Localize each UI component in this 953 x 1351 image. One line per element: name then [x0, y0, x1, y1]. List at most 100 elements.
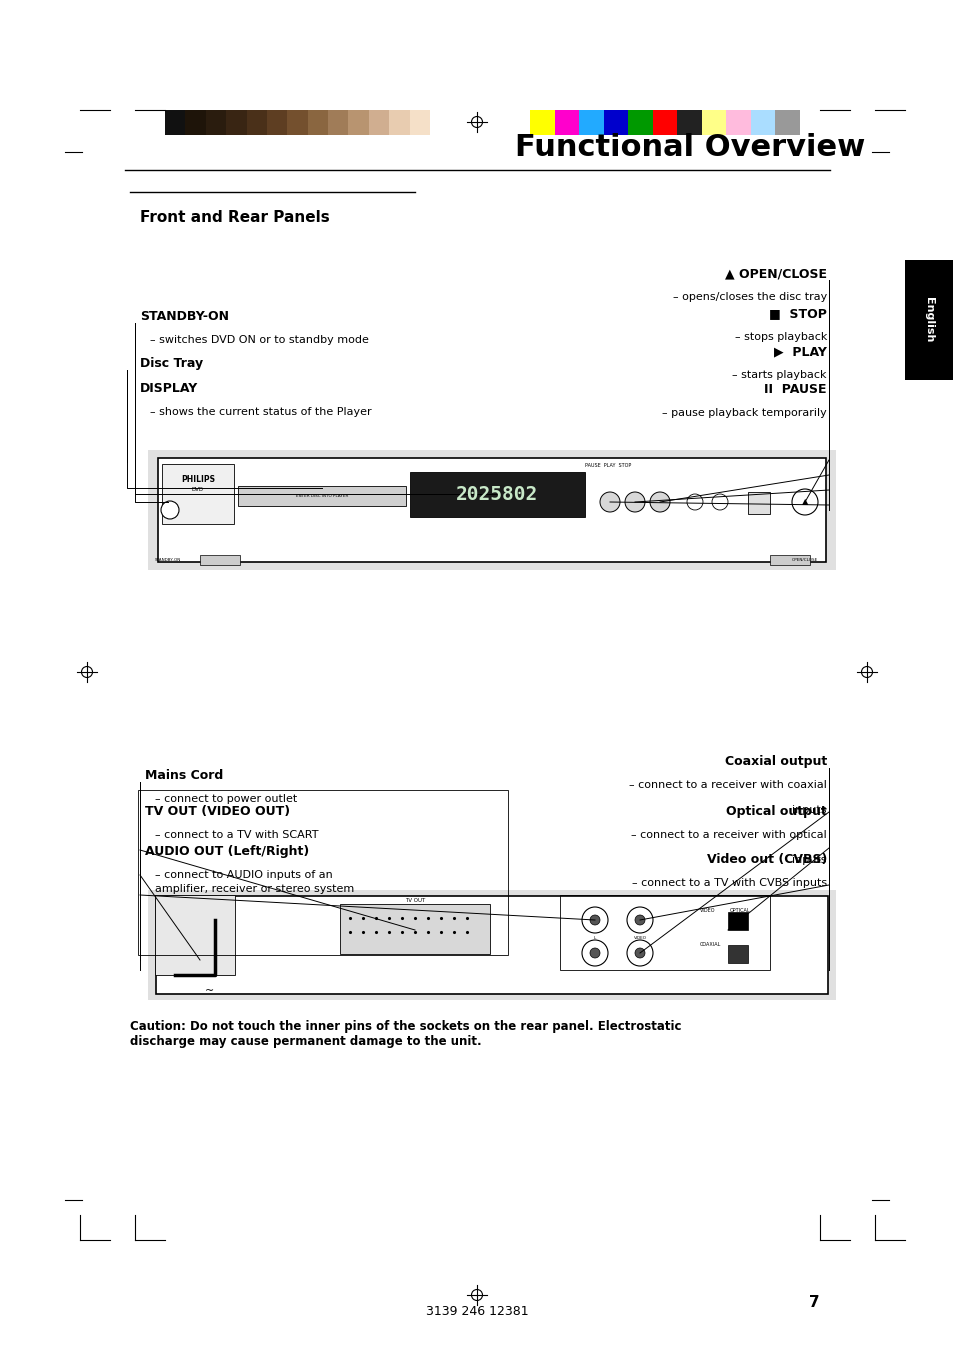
Text: TV OUT (VIDEO OUT): TV OUT (VIDEO OUT) — [145, 805, 290, 817]
Bar — [389, 109, 409, 135]
Text: – starts playback: – starts playback — [732, 358, 826, 380]
Text: ▲: ▲ — [801, 497, 807, 507]
Bar — [409, 109, 430, 135]
Bar — [559, 894, 769, 970]
Bar — [162, 463, 233, 524]
Bar — [308, 109, 328, 135]
Text: Disc Tray: Disc Tray — [140, 357, 203, 370]
Bar — [769, 555, 809, 565]
Bar — [328, 109, 348, 135]
Text: – connect to a receiver with coaxial: – connect to a receiver with coaxial — [628, 767, 826, 789]
Text: STANDBY-ON: STANDBY-ON — [140, 309, 229, 323]
Bar — [200, 555, 240, 565]
Circle shape — [589, 915, 599, 925]
Text: – pause playback temporarily: – pause playback temporarily — [661, 396, 826, 417]
Circle shape — [581, 940, 607, 966]
Circle shape — [161, 501, 179, 519]
Text: – connect to power outlet: – connect to power outlet — [154, 782, 297, 804]
Bar — [578, 109, 603, 135]
Text: VIDEO: VIDEO — [700, 908, 715, 913]
Bar — [148, 450, 835, 570]
Bar — [701, 109, 725, 135]
Text: PHILIPS: PHILIPS — [181, 476, 214, 484]
Text: inputs: inputs — [792, 832, 826, 865]
Circle shape — [626, 940, 652, 966]
Circle shape — [791, 489, 817, 515]
Text: – switches DVD ON or to standby mode: – switches DVD ON or to standby mode — [150, 323, 369, 345]
Circle shape — [626, 907, 652, 934]
Bar — [246, 109, 267, 135]
Bar — [775, 109, 800, 135]
Text: 2025802: 2025802 — [456, 485, 537, 504]
Text: Functional Overview: Functional Overview — [515, 132, 864, 162]
Text: Coaxial output: Coaxial output — [724, 755, 826, 767]
Bar — [138, 790, 507, 955]
Bar — [369, 109, 389, 135]
Bar — [747, 492, 769, 513]
Text: ▲ OPEN/CLOSE: ▲ OPEN/CLOSE — [724, 267, 826, 280]
Circle shape — [635, 915, 644, 925]
Text: ~: ~ — [205, 986, 214, 996]
Bar — [627, 109, 652, 135]
Circle shape — [635, 948, 644, 958]
Circle shape — [711, 494, 727, 509]
Bar — [206, 109, 226, 135]
Text: ▶  PLAY: ▶ PLAY — [773, 345, 826, 358]
Bar — [185, 109, 206, 135]
Text: Front and Rear Panels: Front and Rear Panels — [140, 209, 330, 226]
Text: L: L — [594, 936, 596, 940]
Text: OPEN/CLOSE: OPEN/CLOSE — [791, 558, 818, 562]
Bar — [348, 109, 369, 135]
Bar — [154, 894, 234, 975]
Bar — [727, 944, 747, 963]
Bar — [226, 109, 246, 135]
Text: – connect to a receiver with optical: – connect to a receiver with optical — [631, 817, 826, 839]
Circle shape — [649, 492, 669, 512]
Text: Mains Cord: Mains Cord — [145, 769, 223, 782]
Bar — [156, 896, 827, 994]
Text: DVD: DVD — [192, 486, 204, 492]
Bar — [158, 458, 825, 562]
Text: ■  STOP: ■ STOP — [768, 307, 826, 320]
Text: AUDIO OUT (Left/Right): AUDIO OUT (Left/Right) — [145, 844, 309, 858]
Circle shape — [581, 907, 607, 934]
Text: – opens/closes the disc tray: – opens/closes the disc tray — [672, 280, 826, 301]
Bar — [165, 109, 185, 135]
Text: – connect to a TV with CVBS inputs: – connect to a TV with CVBS inputs — [631, 866, 826, 888]
Bar — [677, 109, 701, 135]
Bar — [652, 109, 677, 135]
Text: Optical output: Optical output — [725, 805, 826, 817]
Bar — [727, 912, 747, 929]
Bar — [603, 109, 627, 135]
Circle shape — [686, 494, 702, 509]
Circle shape — [624, 492, 644, 512]
Circle shape — [589, 948, 599, 958]
Text: – connect to a TV with SCART: – connect to a TV with SCART — [154, 817, 318, 839]
Bar — [148, 890, 835, 1000]
Text: DISPLAY: DISPLAY — [140, 382, 198, 394]
Text: OPTICAL: OPTICAL — [729, 908, 750, 913]
Text: PAUSE  PLAY  STOP: PAUSE PLAY STOP — [584, 463, 631, 467]
Bar — [287, 109, 308, 135]
Bar — [725, 109, 750, 135]
Text: II  PAUSE: II PAUSE — [763, 382, 826, 396]
Text: – connect to AUDIO inputs of an: – connect to AUDIO inputs of an — [154, 858, 333, 880]
Bar — [750, 109, 775, 135]
Text: ENTER DISC INTO PLAYER: ENTER DISC INTO PLAYER — [295, 494, 348, 499]
Text: VIDEO: VIDEO — [633, 936, 646, 940]
Bar — [237, 486, 406, 507]
Text: TV OUT: TV OUT — [404, 898, 425, 902]
Bar — [339, 904, 490, 954]
Text: Caution: Do not touch the inner pins of the sockets on the rear panel. Electrost: Caution: Do not touch the inner pins of … — [130, 1020, 680, 1048]
Text: inputs: inputs — [792, 782, 826, 815]
Text: COAXIAL: COAXIAL — [700, 942, 720, 947]
Text: 3139 246 12381: 3139 246 12381 — [425, 1305, 528, 1319]
Text: English: English — [923, 297, 933, 343]
Text: STANDBY-ON: STANDBY-ON — [154, 558, 181, 562]
Text: – stops playback: – stops playback — [734, 320, 826, 342]
Text: – shows the current status of the Player: – shows the current status of the Player — [150, 394, 372, 416]
Bar — [267, 109, 287, 135]
Bar — [410, 471, 584, 517]
Bar — [904, 259, 953, 380]
Circle shape — [599, 492, 619, 512]
